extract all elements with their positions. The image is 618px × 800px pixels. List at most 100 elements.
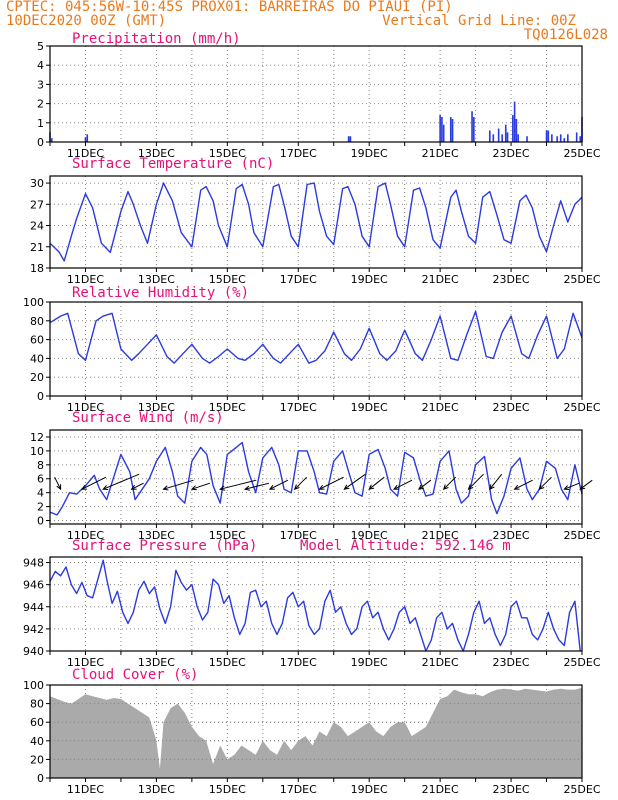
wind-arrow (81, 476, 107, 490)
wind-arrow-head (293, 484, 300, 491)
rh-ytick-label: 40 (30, 352, 44, 365)
rh-ytick-label: 20 (30, 371, 44, 384)
wind-ytick-label: 12 (30, 431, 44, 444)
wind-arrow (564, 482, 580, 490)
precip-bar (451, 118, 454, 142)
rh-xtick-label: 23DEC (493, 401, 530, 414)
pressure-xtick-label: 19DEC (351, 656, 388, 669)
wind-arrow-head (489, 484, 495, 491)
wind-arrow-head (102, 485, 109, 490)
rh-title: Relative Humidity (%) (72, 285, 249, 301)
temp-xtick-label: 11DEC (67, 273, 104, 286)
pressure-xtick-label: 13DEC (138, 656, 175, 669)
precip-bar (556, 136, 558, 142)
wind-arrow-head (80, 484, 87, 490)
rh-ytick-label: 80 (30, 315, 44, 328)
wind-ytick-label: 8 (37, 459, 44, 472)
temp-xtick-label: 25DEC (563, 273, 600, 286)
precip-bar (488, 130, 491, 142)
precip-bar (349, 136, 352, 142)
wind-arrow-head (343, 484, 350, 490)
header-grid-note: Vertical Grid Line: 00Z (382, 13, 576, 29)
wind-xtick-label: 17DEC (280, 529, 317, 542)
wind-arrow-head (268, 484, 275, 490)
temp-xtick-label: 13DEC (138, 273, 175, 286)
wind-arrow (443, 476, 457, 490)
temp-series-line (49, 182, 583, 262)
temp-title: Surface Temperature (nC) (72, 156, 274, 172)
pressure-xtick-label: 21DEC (422, 656, 459, 669)
temp-xtick-label: 15DEC (209, 273, 246, 286)
precip-ytick-label: 0 (37, 136, 44, 149)
cloud-xtick-label: 21DEC (422, 783, 459, 796)
temp-ytick-label: 24 (30, 220, 44, 233)
temp-xtick-label: 23DEC (493, 273, 530, 286)
precip-bar (492, 134, 495, 142)
pressure-ytick-label: 944 (23, 601, 44, 614)
precip-xtick-label: 25DEC (563, 147, 600, 160)
temp-ytick-label: 27 (30, 198, 44, 211)
wind-arrow (539, 476, 552, 490)
wind-series-line (49, 441, 583, 516)
precip-bar (501, 134, 504, 142)
wind-arrow (131, 482, 144, 490)
cloud-ytick-label: 20 (30, 753, 44, 766)
precip-ytick-label: 2 (37, 98, 44, 111)
cloud-xtick-label: 15DEC (209, 783, 246, 796)
precip-xtick-label: 21DEC (422, 147, 459, 160)
rh-ytick-label: 60 (30, 334, 44, 347)
temp-ytick-label: 21 (30, 241, 44, 254)
wind-xtick-label: 23DEC (493, 529, 530, 542)
cloud-title: Cloud Cover (%) (72, 667, 198, 683)
wind-ytick-label: 10 (30, 445, 44, 458)
precip-bar (50, 138, 53, 142)
wind-arrow (269, 479, 289, 490)
cloud-xtick-label: 17DEC (280, 783, 317, 796)
pressure-annotation: Model Altitude: 592.146 m (300, 538, 511, 554)
pressure-xtick-label: 17DEC (280, 656, 317, 669)
wind-arrow-head (162, 485, 169, 491)
wind-arrow (103, 473, 140, 490)
precip-bar (497, 128, 500, 142)
wind-arrow (319, 476, 344, 490)
precip-xtick-label: 13DEC (138, 147, 175, 160)
wind-xtick-label: 21DEC (422, 529, 459, 542)
rh-xtick-label: 19DEC (351, 401, 388, 414)
precip-bar (347, 136, 350, 142)
wind-arrow (368, 476, 385, 490)
header-date: 10DEC2020 00Z (GMT) (6, 13, 167, 29)
wind-arrow-head (538, 484, 545, 491)
temp-xtick-label: 21DEC (422, 273, 459, 286)
wind-arrow-head (563, 485, 570, 490)
cloud-ytick-label: 100 (23, 679, 44, 692)
wind-arrow-head (243, 485, 251, 491)
precip-ytick-label: 4 (37, 59, 44, 72)
pressure-series-line (49, 559, 581, 652)
cloud-xtick-label: 23DEC (493, 783, 530, 796)
wind-xtick-label: 25DEC (563, 529, 600, 542)
wind-arrow (393, 479, 413, 490)
pressure-ytick-label: 940 (23, 645, 44, 658)
wind-arrow-head (368, 484, 375, 490)
wind-arrow (418, 479, 432, 490)
rh-xtick-label: 25DEC (563, 401, 600, 414)
wind-arrow (344, 473, 366, 490)
precip-xtick-label: 23DEC (493, 147, 530, 160)
rh-ytick-label: 100 (23, 296, 44, 309)
wind-arrow-head (417, 484, 424, 490)
wind-arrow-head (190, 485, 197, 491)
cloud-ytick-label: 40 (30, 735, 44, 748)
pressure-xtick-label: 15DEC (209, 656, 246, 669)
precip-xtick-label: 17DEC (280, 147, 317, 160)
wind-arrow (191, 482, 211, 490)
wind-xtick-label: 13DEC (138, 529, 175, 542)
rh-xtick-label: 21DEC (422, 401, 459, 414)
precip-bar (442, 124, 445, 142)
precip-bar (439, 115, 441, 142)
wind-arrow (244, 482, 270, 490)
wind-title: Surface Wind (m/s) (72, 410, 224, 426)
precip-bar (567, 134, 569, 142)
wind-arrow-head (467, 484, 474, 491)
cloud-xtick-label: 25DEC (563, 783, 600, 796)
pressure-xtick-label: 25DEC (563, 656, 600, 669)
